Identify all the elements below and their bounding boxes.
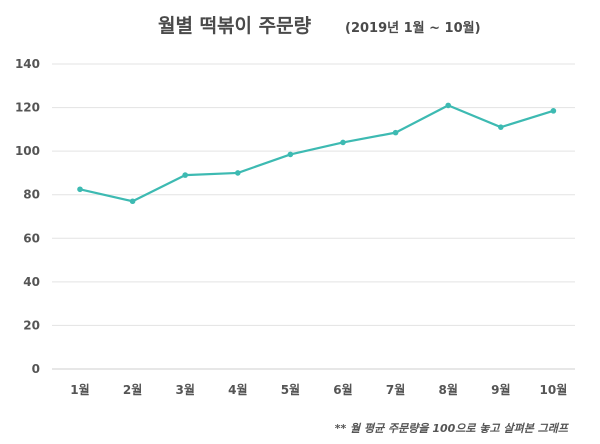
data-point (235, 170, 241, 176)
y-tick-label: 80 (23, 188, 40, 202)
data-point (129, 198, 136, 205)
data-point (182, 172, 188, 178)
y-tick-label: 140 (15, 57, 40, 71)
y-tick-label: 120 (15, 101, 40, 115)
chart-title: 월별 떡볶이 주문량 (2019년 1월 ~ 10월) (158, 15, 481, 37)
x-tick-label: 7월 (386, 382, 405, 397)
y-tick-label: 40 (23, 275, 40, 289)
x-tick-label: 3월 (176, 382, 195, 397)
series-layer (77, 102, 557, 205)
data-point (287, 151, 294, 158)
data-point (445, 102, 452, 109)
data-point (77, 186, 83, 193)
y-tick-label: 0 (32, 362, 40, 376)
data-point (392, 129, 399, 136)
y-tick-label: 60 (23, 231, 40, 245)
x-tick-label: 8월 (439, 382, 458, 397)
data-point (498, 124, 504, 130)
data-point (550, 108, 557, 114)
y-tick-label: 100 (15, 144, 40, 158)
x-tick-label: 1월 (70, 382, 89, 397)
x-tick-label: 5월 (281, 382, 300, 397)
y-tick-label: 20 (23, 318, 40, 332)
x-tick-label: 6월 (333, 382, 352, 397)
x-tick-label: 10월 (540, 382, 568, 397)
x-tick-label: 4월 (228, 382, 247, 397)
x-tick-label: 9월 (491, 382, 510, 397)
series-line (78, 104, 555, 203)
data-point (340, 139, 346, 146)
y-axis-ticks: 0 20 40 60 80 100 120 140 (15, 57, 40, 376)
footnote: ** 월 평균 주문량을 100으로 놓고 살펴본 그래프 (335, 422, 570, 435)
chart-subtitle-text: (2019년 1월 ~ 10월) (345, 20, 481, 36)
gridlines (52, 63, 575, 370)
chart-title-text: 월별 떡볶이 주문량 (158, 15, 312, 37)
x-tick-label: 2월 (123, 382, 142, 397)
x-axis-ticks: 1월 2월 3월 4월 5월 6월 7월 8월 9월 10월 (70, 382, 567, 397)
